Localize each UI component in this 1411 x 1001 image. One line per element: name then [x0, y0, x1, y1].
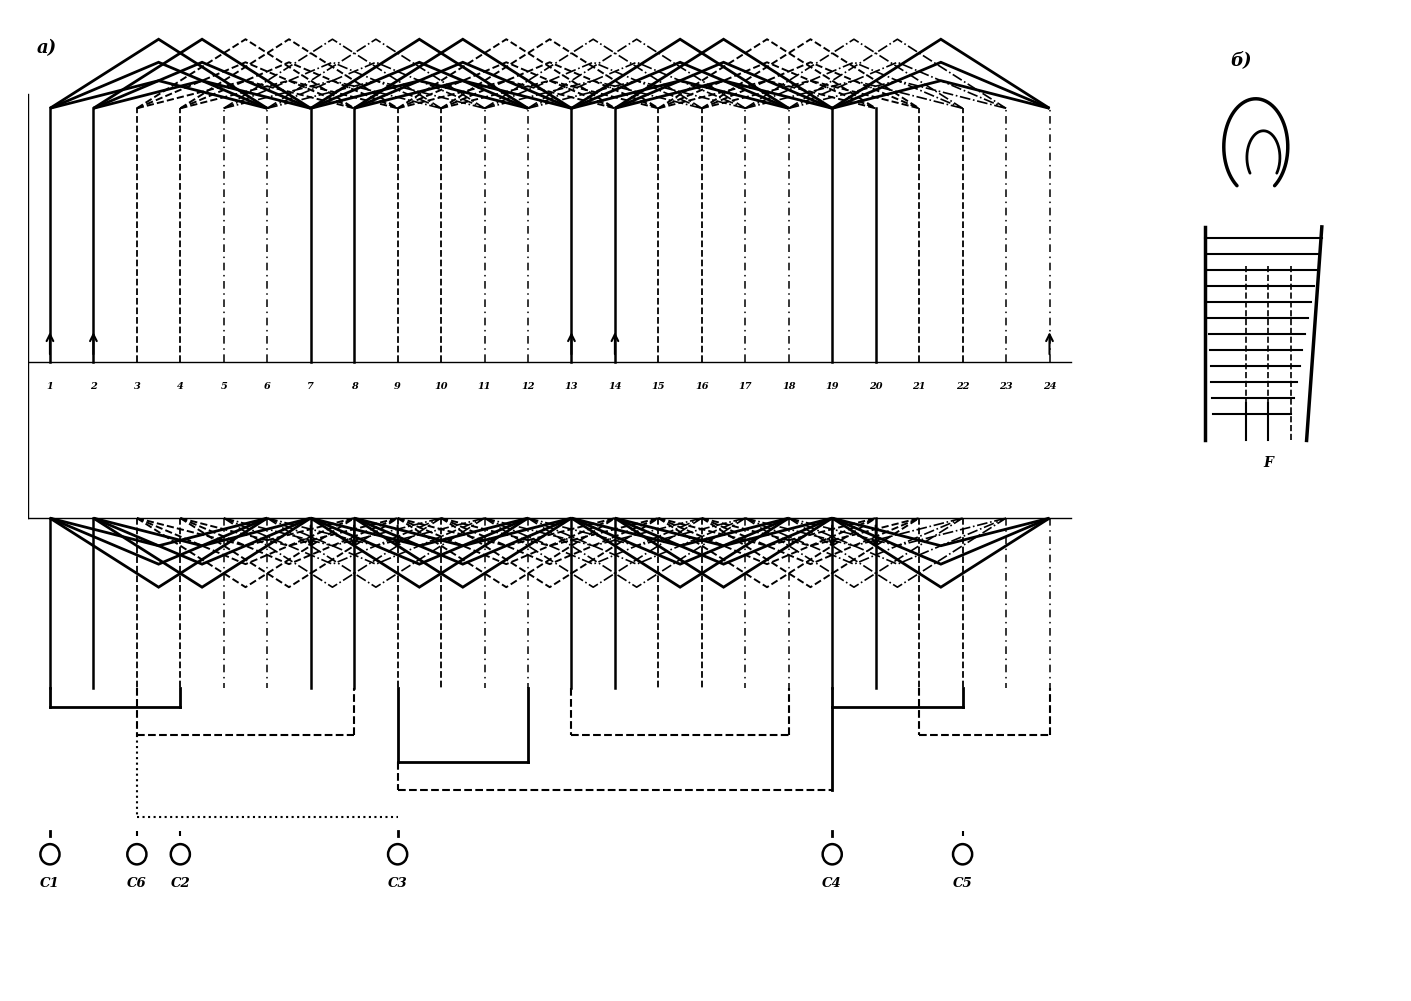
Text: C4: C4 — [823, 877, 842, 890]
Text: 3: 3 — [134, 382, 140, 391]
Text: 18: 18 — [782, 382, 796, 391]
Text: 14: 14 — [608, 382, 622, 391]
Text: 4: 4 — [176, 382, 183, 391]
Text: 7: 7 — [308, 382, 315, 391]
Text: 8: 8 — [351, 382, 357, 391]
Text: C3: C3 — [388, 877, 408, 890]
Text: C2: C2 — [171, 877, 190, 890]
Text: 2: 2 — [90, 382, 97, 391]
Text: 12: 12 — [521, 382, 535, 391]
Text: 11: 11 — [478, 382, 491, 391]
Text: 5: 5 — [220, 382, 227, 391]
Text: 19: 19 — [825, 382, 840, 391]
Text: 6: 6 — [264, 382, 271, 391]
Text: 1: 1 — [47, 382, 54, 391]
Text: 24: 24 — [1043, 382, 1057, 391]
Text: C1: C1 — [40, 877, 59, 890]
Text: 22: 22 — [955, 382, 969, 391]
Text: а): а) — [37, 39, 56, 57]
Text: 13: 13 — [564, 382, 579, 391]
Text: F: F — [1264, 456, 1273, 470]
Text: 23: 23 — [999, 382, 1013, 391]
Text: 17: 17 — [738, 382, 752, 391]
Text: 20: 20 — [869, 382, 882, 391]
Text: 16: 16 — [696, 382, 708, 391]
Text: 9: 9 — [394, 382, 401, 391]
Text: 21: 21 — [913, 382, 926, 391]
Text: 15: 15 — [652, 382, 665, 391]
Text: C6: C6 — [127, 877, 147, 890]
Text: 10: 10 — [435, 382, 447, 391]
Text: C5: C5 — [952, 877, 972, 890]
Text: б): б) — [1230, 51, 1252, 69]
